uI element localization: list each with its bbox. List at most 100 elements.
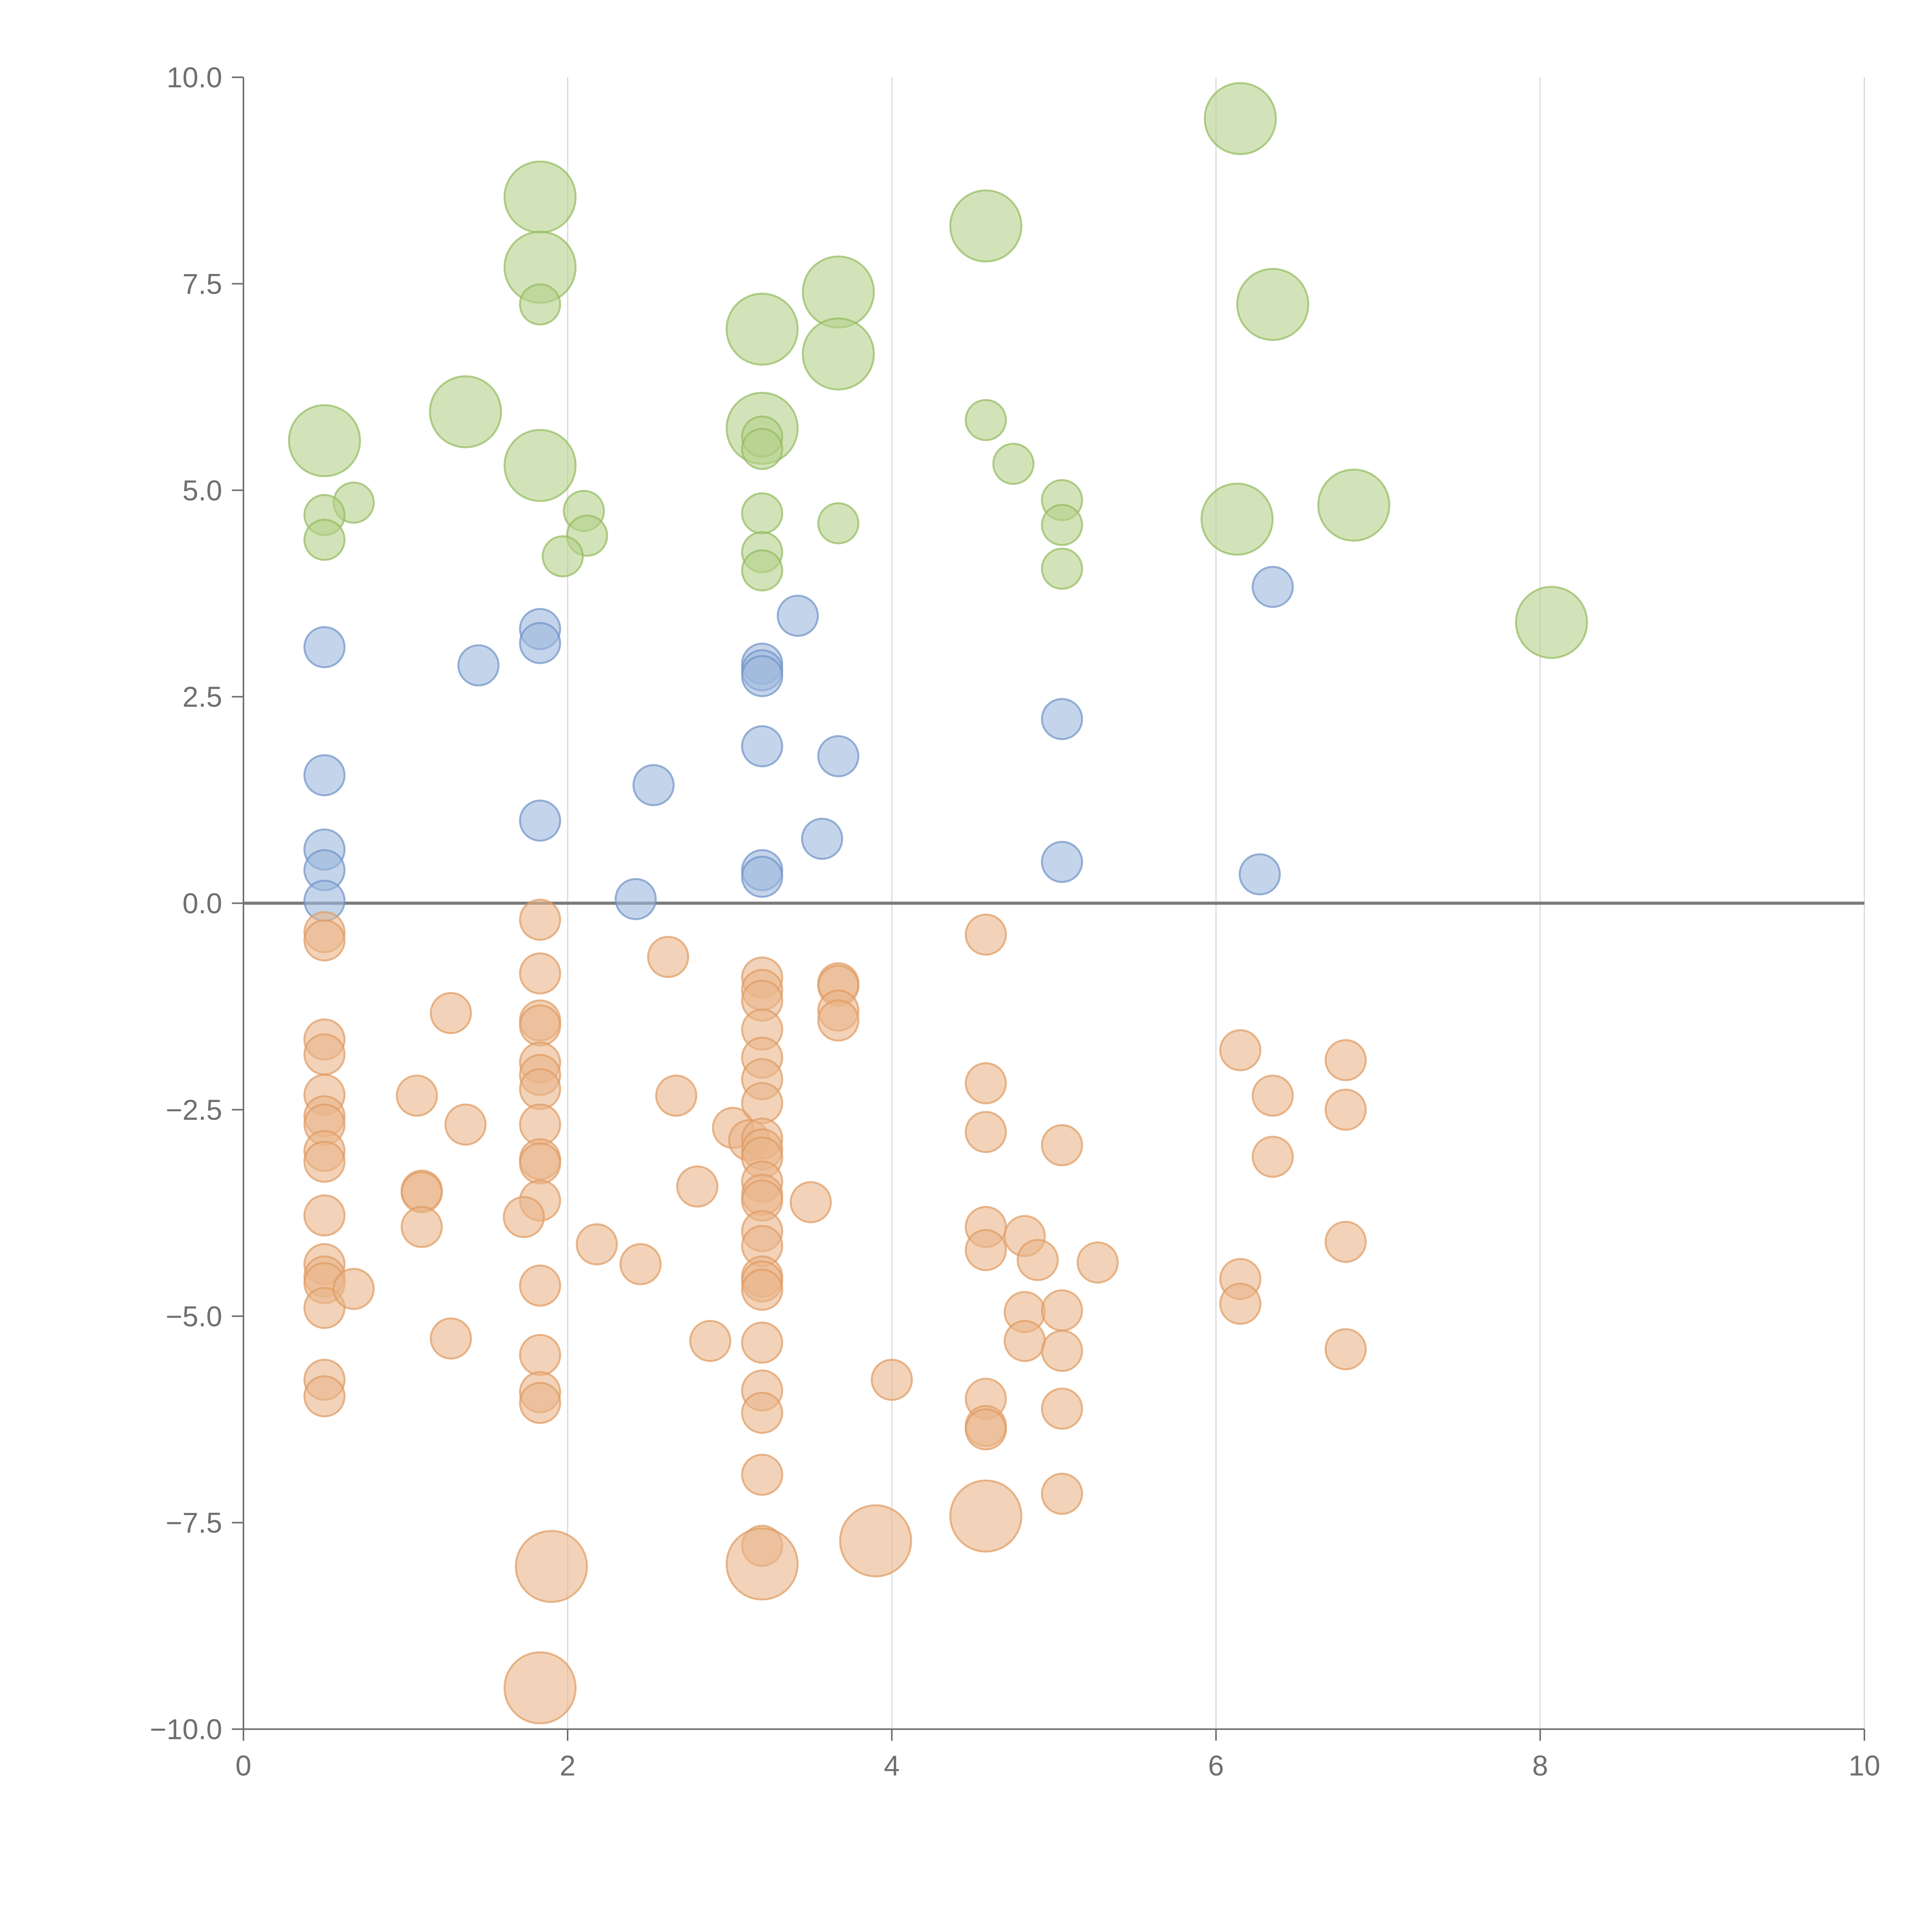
data-point	[949, 1480, 1022, 1553]
data-point	[519, 283, 561, 326]
y-tick-label: 7.5	[182, 268, 222, 300]
y-tick-label: −7.5	[166, 1507, 222, 1539]
data-point	[1325, 1088, 1367, 1131]
data-point	[519, 898, 561, 941]
data-point	[741, 1082, 783, 1124]
data-point	[964, 1111, 1007, 1153]
data-point	[964, 1062, 1007, 1104]
data-point	[1252, 566, 1294, 608]
data-point	[515, 1530, 588, 1603]
x-tick-label: 10	[1849, 1750, 1880, 1782]
data-point	[288, 404, 361, 477]
data-point	[1317, 468, 1391, 542]
data-point	[964, 1408, 1007, 1451]
data-point	[839, 1504, 912, 1578]
data-point	[303, 1033, 346, 1076]
x-tick-label: 8	[1532, 1750, 1548, 1782]
x-tick-label: 2	[560, 1750, 575, 1782]
data-point	[1041, 1289, 1083, 1332]
y-tick-label: 5.0	[182, 474, 222, 507]
data-point	[1236, 268, 1310, 341]
data-point	[741, 655, 783, 697]
data-point	[303, 519, 346, 561]
y-tick-label: −5.0	[166, 1300, 222, 1332]
data-point	[503, 160, 577, 234]
data-point	[332, 1268, 375, 1310]
data-point	[519, 1264, 561, 1307]
data-point	[457, 644, 500, 687]
data-point	[741, 725, 783, 767]
data-point	[871, 1359, 913, 1401]
data-point	[741, 428, 783, 470]
data-point	[817, 999, 860, 1042]
data-point	[802, 317, 875, 391]
y-tick-label: −2.5	[166, 1094, 222, 1126]
data-point	[647, 935, 689, 978]
data-point	[725, 1527, 799, 1600]
data-point	[1252, 1075, 1294, 1117]
data-point	[1003, 1320, 1046, 1362]
y-tick-label: 2.5	[182, 681, 222, 713]
data-point	[519, 1068, 561, 1110]
x-tick-label: 4	[884, 1750, 900, 1782]
data-point	[519, 1142, 561, 1185]
data-point	[777, 595, 819, 637]
data-point	[519, 1382, 561, 1424]
data-point	[655, 1075, 697, 1117]
data-point	[429, 375, 502, 449]
data-point	[689, 1320, 731, 1362]
data-point	[1041, 841, 1083, 883]
data-point	[303, 1375, 346, 1418]
data-point	[503, 1196, 545, 1238]
data-point	[741, 855, 783, 898]
data-point	[1238, 853, 1281, 896]
data-point	[1219, 1029, 1262, 1071]
data-point	[1515, 586, 1588, 659]
data-point	[303, 1141, 346, 1183]
data-point	[430, 1317, 472, 1360]
data-point	[801, 818, 844, 860]
data-point	[519, 952, 561, 995]
data-point	[1041, 1124, 1083, 1167]
data-point	[964, 1229, 1007, 1271]
data-point	[430, 992, 472, 1034]
data-point	[1204, 82, 1277, 155]
data-point	[519, 622, 561, 664]
data-point	[802, 255, 875, 329]
data-point	[1041, 1473, 1083, 1515]
data-point	[444, 1103, 487, 1146]
data-point	[741, 1454, 783, 1496]
data-point	[741, 492, 783, 535]
data-point	[303, 1194, 346, 1236]
data-point	[1325, 1328, 1367, 1371]
data-point	[817, 502, 860, 544]
data-point	[676, 1165, 719, 1208]
data-point	[1017, 1239, 1059, 1281]
data-point	[576, 1223, 618, 1265]
data-point	[1041, 698, 1083, 740]
data-point	[619, 1243, 662, 1286]
data-point	[1041, 504, 1083, 546]
data-point	[541, 535, 584, 578]
ticks-layer: 0 2 4 6 8 10 10.0 7.5 5.0 2.5 0.0 −2.5 −5.0 −7.5 −10.0	[150, 61, 1880, 1782]
data-point	[303, 919, 346, 962]
data-point	[1041, 548, 1083, 590]
data-point	[1077, 1241, 1119, 1284]
data-point	[964, 913, 1007, 956]
data-point	[1041, 1330, 1083, 1372]
data-point	[741, 1391, 783, 1434]
data-point	[303, 754, 346, 796]
data-point	[519, 799, 561, 842]
data-point	[741, 1321, 783, 1364]
data-point	[964, 399, 1007, 441]
data-point	[519, 1334, 561, 1376]
data-point	[817, 735, 860, 777]
x-tick-label: 6	[1208, 1750, 1224, 1782]
data-point	[741, 549, 783, 592]
data-point	[400, 1206, 443, 1248]
data-point	[632, 764, 675, 806]
data-point	[503, 429, 577, 502]
data-point	[396, 1075, 438, 1117]
